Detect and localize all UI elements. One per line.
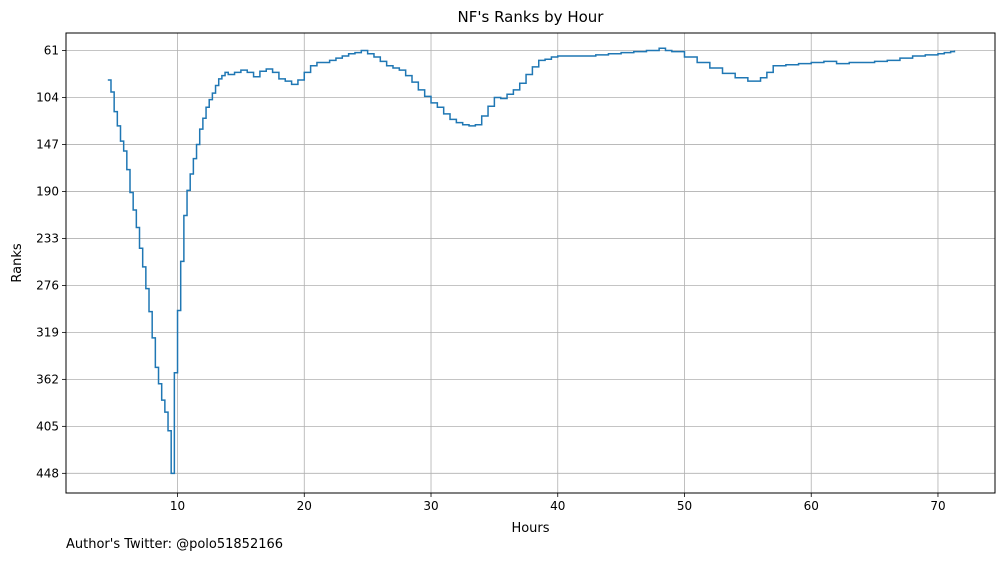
author-credit: Author's Twitter: @polo51852166 (66, 537, 284, 552)
x-tick-label: 40 (550, 499, 565, 513)
y-tick-label: 104 (36, 90, 59, 104)
x-axis-label: Hours (511, 521, 549, 536)
x-tick-label: 30 (423, 499, 438, 513)
x-tick-label: 20 (297, 499, 312, 513)
y-axis-label: Ranks (10, 243, 25, 282)
x-tick-label: 10 (170, 499, 185, 513)
y-axis: 61 104 147 190 233 276 319 362 405 448 (36, 43, 66, 480)
y-tick-label: 276 (36, 278, 59, 292)
x-tick-label: 50 (677, 499, 692, 513)
y-tick-label: 319 (36, 325, 59, 339)
y-tick-label: 233 (36, 231, 59, 245)
y-tick-label: 147 (36, 137, 59, 151)
chart-title: NF's Ranks by Hour (458, 8, 605, 26)
rank-step-line (107, 47, 956, 475)
y-tick-label: 405 (36, 419, 59, 433)
plot-frame (65, 32, 996, 494)
x-axis: 10 20 30 40 50 60 70 (170, 493, 946, 513)
x-tick-label: 60 (804, 499, 819, 513)
y-tick-label: 190 (36, 184, 59, 198)
y-tick-label: 448 (36, 466, 59, 480)
y-tick-label: 362 (36, 372, 59, 386)
grid (66, 33, 995, 493)
series-layer (107, 47, 956, 475)
y-tick-label: 61 (44, 43, 59, 57)
x-tick-label: 70 (930, 499, 945, 513)
